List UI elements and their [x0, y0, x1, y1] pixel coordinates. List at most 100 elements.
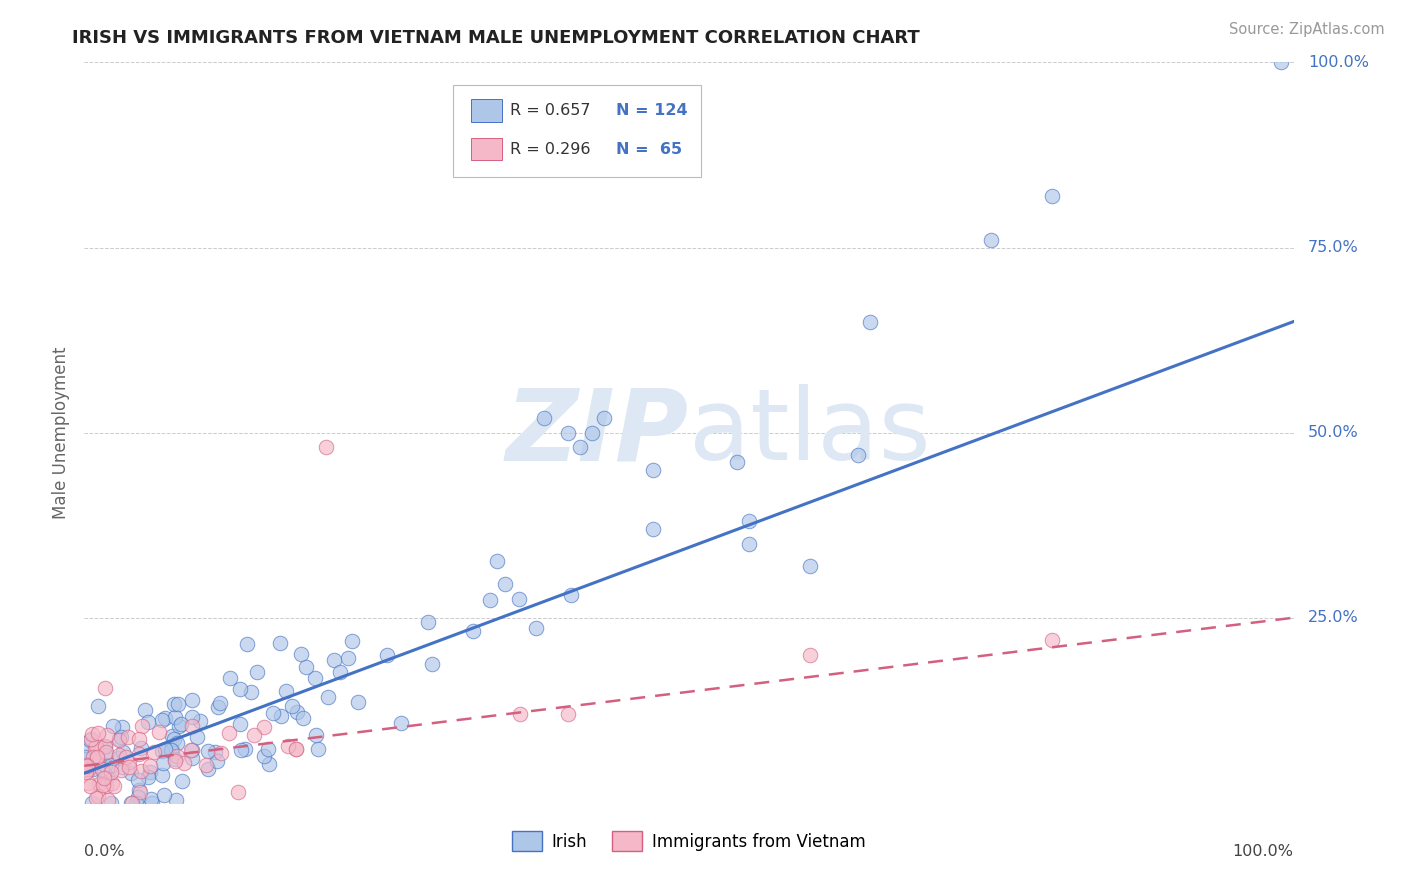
- Point: [96, 779, 118, 793]
- Bar: [471, 138, 502, 161]
- Point: [180, 751, 202, 765]
- Point: [82, 750, 104, 764]
- Point: [75, 763, 97, 777]
- Point: [128, 732, 150, 747]
- Point: [281, 698, 304, 713]
- Point: [101, 776, 124, 790]
- Point: [143, 745, 166, 759]
- Point: [93, 766, 115, 780]
- Point: [94, 771, 117, 785]
- Point: [375, 648, 398, 663]
- Point: [112, 745, 135, 759]
- Point: [159, 742, 181, 756]
- Point: [107, 751, 129, 765]
- Point: [197, 744, 219, 758]
- Text: N = 124: N = 124: [616, 103, 688, 118]
- Point: [218, 726, 240, 740]
- Point: [134, 703, 156, 717]
- Point: [77, 739, 100, 753]
- Point: [110, 763, 132, 777]
- Point: [253, 720, 276, 734]
- Point: [173, 756, 195, 770]
- Point: [167, 698, 190, 712]
- Point: [141, 792, 163, 806]
- Point: [94, 757, 117, 772]
- Point: [163, 754, 186, 768]
- Point: [86, 749, 108, 764]
- Point: [86, 750, 108, 764]
- Point: [96, 728, 118, 742]
- Point: [270, 708, 292, 723]
- Text: N =  65: N = 65: [616, 142, 682, 157]
- Point: [129, 764, 152, 778]
- Point: [219, 672, 242, 686]
- Point: [138, 715, 160, 730]
- Text: 100.0%: 100.0%: [1233, 844, 1294, 858]
- Point: [323, 653, 346, 667]
- Point: [186, 731, 208, 745]
- Point: [229, 717, 252, 731]
- Point: [181, 719, 204, 733]
- Point: [337, 651, 360, 665]
- Point: [127, 773, 149, 788]
- Point: [307, 742, 329, 756]
- Point: [153, 789, 176, 803]
- Point: [725, 455, 748, 469]
- Point: [150, 744, 173, 758]
- Point: [77, 776, 100, 790]
- Point: [294, 659, 316, 673]
- Text: 0.0%: 0.0%: [84, 844, 125, 858]
- Text: R = 0.296: R = 0.296: [510, 142, 591, 157]
- Point: [1270, 55, 1292, 70]
- Point: [533, 410, 555, 425]
- Point: [277, 739, 299, 753]
- Point: [284, 741, 307, 756]
- Point: [166, 736, 188, 750]
- Point: [799, 648, 821, 662]
- Point: [118, 760, 141, 774]
- Point: [285, 705, 308, 719]
- Point: [120, 765, 142, 780]
- Point: [236, 636, 259, 650]
- Point: [94, 681, 117, 696]
- Point: [163, 752, 186, 766]
- Point: [107, 733, 129, 747]
- Point: [422, 657, 444, 671]
- Point: [240, 684, 263, 698]
- Point: [170, 717, 193, 731]
- Point: [100, 796, 122, 810]
- Point: [479, 593, 502, 607]
- Point: [125, 796, 148, 810]
- Point: [94, 748, 117, 763]
- Point: [228, 785, 250, 799]
- Point: [799, 558, 821, 573]
- Text: Source: ZipAtlas.com: Source: ZipAtlas.com: [1229, 22, 1385, 37]
- Point: [121, 796, 143, 810]
- Point: [127, 790, 149, 805]
- Point: [114, 749, 136, 764]
- Point: [152, 756, 174, 770]
- Point: [180, 693, 202, 707]
- Point: [494, 577, 516, 591]
- Point: [77, 763, 100, 777]
- Point: [118, 755, 141, 769]
- Point: [304, 671, 326, 685]
- Point: [100, 765, 122, 780]
- Point: [315, 441, 337, 455]
- Point: [129, 741, 152, 756]
- Point: [194, 757, 217, 772]
- Point: [150, 768, 173, 782]
- Point: [269, 636, 291, 650]
- Point: [557, 706, 579, 721]
- Point: [524, 621, 547, 635]
- Point: [508, 591, 530, 606]
- Point: [181, 710, 204, 724]
- Point: [197, 762, 219, 776]
- Point: [128, 747, 150, 762]
- Point: [290, 648, 312, 662]
- Point: [165, 793, 187, 807]
- Point: [166, 748, 188, 763]
- Point: [172, 774, 194, 789]
- Point: [84, 790, 107, 805]
- Point: [243, 728, 266, 742]
